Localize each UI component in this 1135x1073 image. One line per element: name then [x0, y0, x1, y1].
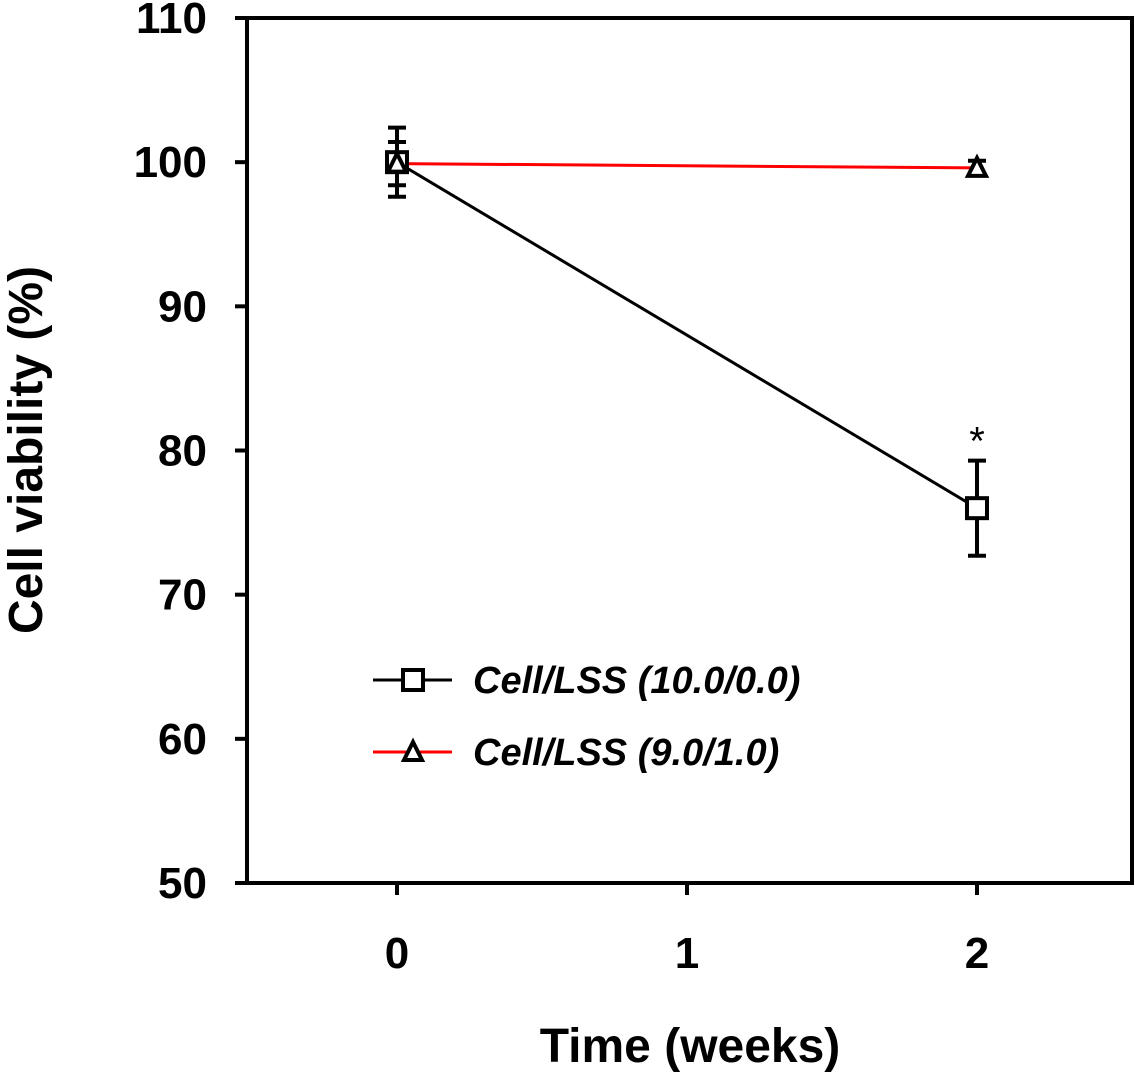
- y-tick-label: 80: [158, 427, 207, 476]
- legend-marker: [400, 737, 426, 762]
- y-axis-label: Cell viability (%): [0, 266, 53, 634]
- series-line: [396, 160, 978, 510]
- significance-annotation: *: [969, 420, 985, 464]
- legend: Cell/LSS (10.0/0.0) Cell/LSS (9.0/1.0): [373, 660, 800, 774]
- data-point: [965, 496, 989, 521]
- legend-label: Cell/LSS (9.0/1.0): [473, 732, 779, 774]
- data-point: [964, 153, 990, 178]
- legend-label: Cell/LSS (10.0/0.0): [473, 660, 800, 702]
- legend-marker: [401, 668, 425, 692]
- x-tick-label: 1: [675, 929, 699, 978]
- y-tick-label: 50: [158, 859, 207, 908]
- x-tick-label: 2: [965, 929, 989, 978]
- data-point: [384, 149, 410, 174]
- y-tick-label: 90: [158, 282, 207, 331]
- y-tick-label: 110: [136, 0, 207, 43]
- y-tick-label: 70: [158, 571, 207, 620]
- y-tick-label: 60: [158, 715, 207, 764]
- x-axis-label: Time (weeks): [540, 1020, 841, 1073]
- x-tick-label: 0: [385, 929, 409, 978]
- y-tick-label: 100: [134, 138, 207, 187]
- series-line: [396, 162, 978, 170]
